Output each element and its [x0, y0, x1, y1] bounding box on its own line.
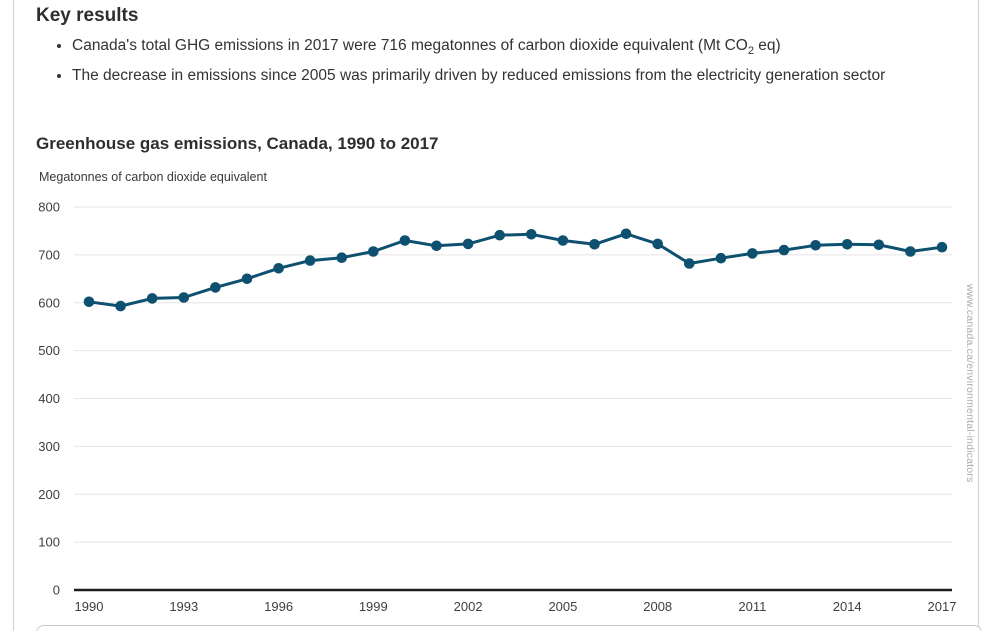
- x-tick-label: 2002: [454, 599, 483, 614]
- key-result-item: The decrease in emissions since 2005 was…: [72, 61, 951, 91]
- data-table-expander[interactable]: [36, 625, 982, 631]
- chart-svg: 0 100 200 300 400 500 600 700 800 1990 1993 1996 199…: [38, 200, 957, 615]
- x-tick-label: 2005: [548, 599, 577, 614]
- emissions-line: [88, 232, 943, 308]
- key-result-item: Canada's total GHG emissions in 2017 wer…: [72, 31, 951, 61]
- x-tick-label: 1996: [264, 599, 293, 614]
- data-point-2003[interactable]: [494, 229, 506, 241]
- data-point-2010[interactable]: [715, 252, 727, 264]
- key-result-text: eq): [753, 37, 781, 54]
- data-point-1992[interactable]: [146, 293, 158, 304]
- watermark-url: www.canada.ca/environmental-indicators: [964, 284, 976, 483]
- data-point-2007[interactable]: [620, 228, 632, 240]
- y-tick-label: 100: [38, 535, 60, 550]
- key-result-text: The decrease in emissions since 2005 was…: [72, 67, 886, 84]
- key-results-heading: Key results: [36, 5, 139, 26]
- key-result-text: Canada's total GHG emissions in 2017 wer…: [72, 37, 748, 54]
- y-tick-label: 400: [38, 391, 60, 406]
- x-tick-label: 1993: [169, 599, 198, 614]
- x-tick-label: 1999: [359, 599, 388, 614]
- y-tick-label: 700: [38, 247, 60, 262]
- x-tick-label: 2017: [928, 599, 957, 614]
- y-axis-title: Megatonnes of carbon dioxide equivalent: [39, 170, 267, 184]
- data-point-2000[interactable]: [399, 235, 411, 246]
- data-point-2004[interactable]: [526, 229, 537, 240]
- data-point-2016[interactable]: [905, 246, 916, 257]
- data-point-1998[interactable]: [336, 252, 348, 263]
- key-results-list: Canada's total GHG emissions in 2017 wer…: [36, 31, 951, 91]
- data-point-2012[interactable]: [778, 244, 790, 256]
- data-point-1993[interactable]: [178, 292, 190, 303]
- data-point-1999[interactable]: [368, 246, 379, 257]
- data-point-2009[interactable]: [684, 258, 695, 269]
- x-tick-label: 2014: [833, 599, 862, 614]
- x-tick-label: 1990: [75, 599, 104, 614]
- data-point-2008[interactable]: [652, 238, 663, 250]
- data-point-1994[interactable]: [210, 282, 221, 293]
- data-point-1990[interactable]: [83, 296, 95, 308]
- emissions-line-chart: 0 100 200 300 400 500 600 700 800 1990 1993 1996 199…: [14, 195, 990, 617]
- co2-subscript: 2: [747, 45, 754, 58]
- data-point-2001[interactable]: [431, 240, 442, 252]
- data-point-2011[interactable]: [747, 248, 758, 259]
- data-point-2005[interactable]: [557, 235, 569, 246]
- y-tick-label: 500: [38, 343, 60, 358]
- y-tick-label: 0: [53, 583, 60, 598]
- x-tick-label: 2011: [738, 599, 766, 614]
- content-panel: Key results Canada's total GHG emissions…: [13, 0, 982, 631]
- data-point-1995[interactable]: [241, 273, 253, 285]
- y-tick-label: 300: [38, 439, 60, 454]
- data-point-1991[interactable]: [115, 300, 126, 312]
- data-point-2013[interactable]: [810, 240, 821, 251]
- x-tick-label: 2008: [643, 599, 672, 614]
- y-tick-label: 600: [38, 295, 60, 310]
- y-tick-label: 200: [38, 487, 60, 502]
- data-point-2002[interactable]: [462, 238, 474, 250]
- data-point-2006[interactable]: [589, 239, 600, 250]
- data-point-1997[interactable]: [304, 255, 316, 266]
- data-point-2015[interactable]: [873, 239, 885, 251]
- y-tick-label: 800: [38, 200, 60, 215]
- data-point-2017[interactable]: [936, 241, 948, 253]
- chart-title: Greenhouse gas emissions, Canada, 1990 t…: [36, 134, 439, 153]
- data-point-1996[interactable]: [273, 263, 284, 274]
- data-point-2014[interactable]: [841, 239, 853, 250]
